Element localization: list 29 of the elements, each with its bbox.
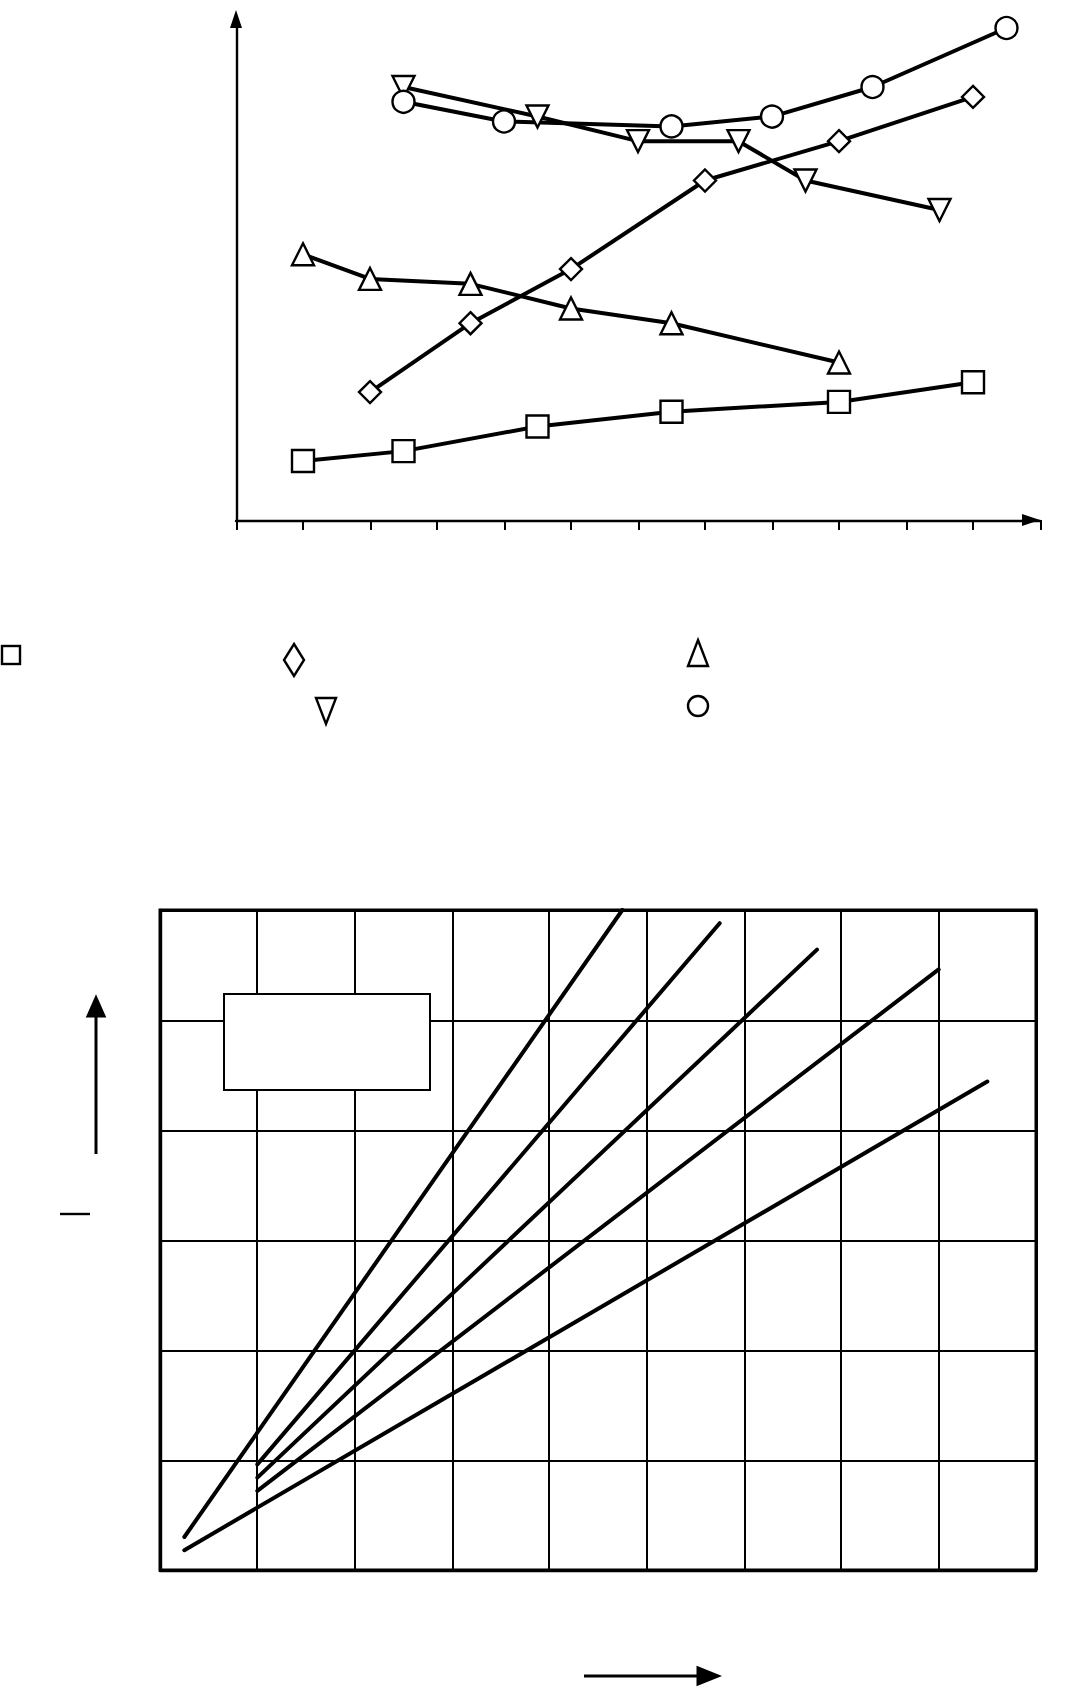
point (625, 128, 651, 154)
point (726, 128, 751, 154)
point (458, 271, 483, 297)
point (692, 168, 718, 193)
point (558, 296, 584, 321)
point (826, 350, 852, 375)
point (659, 114, 684, 139)
point (391, 89, 416, 114)
point (558, 256, 584, 282)
point (826, 128, 852, 154)
point (860, 74, 885, 100)
point (525, 414, 550, 439)
point (960, 370, 986, 395)
point (994, 15, 1019, 41)
point (659, 399, 684, 424)
point (391, 438, 416, 464)
point (960, 84, 986, 110)
point (290, 448, 316, 474)
point (759, 104, 785, 129)
point (927, 197, 952, 223)
point (458, 311, 483, 336)
point (357, 379, 383, 405)
point (826, 389, 852, 415)
point (525, 104, 550, 129)
point (491, 109, 517, 134)
point (793, 168, 818, 193)
point (290, 242, 316, 267)
point (659, 311, 684, 336)
point (357, 266, 383, 292)
